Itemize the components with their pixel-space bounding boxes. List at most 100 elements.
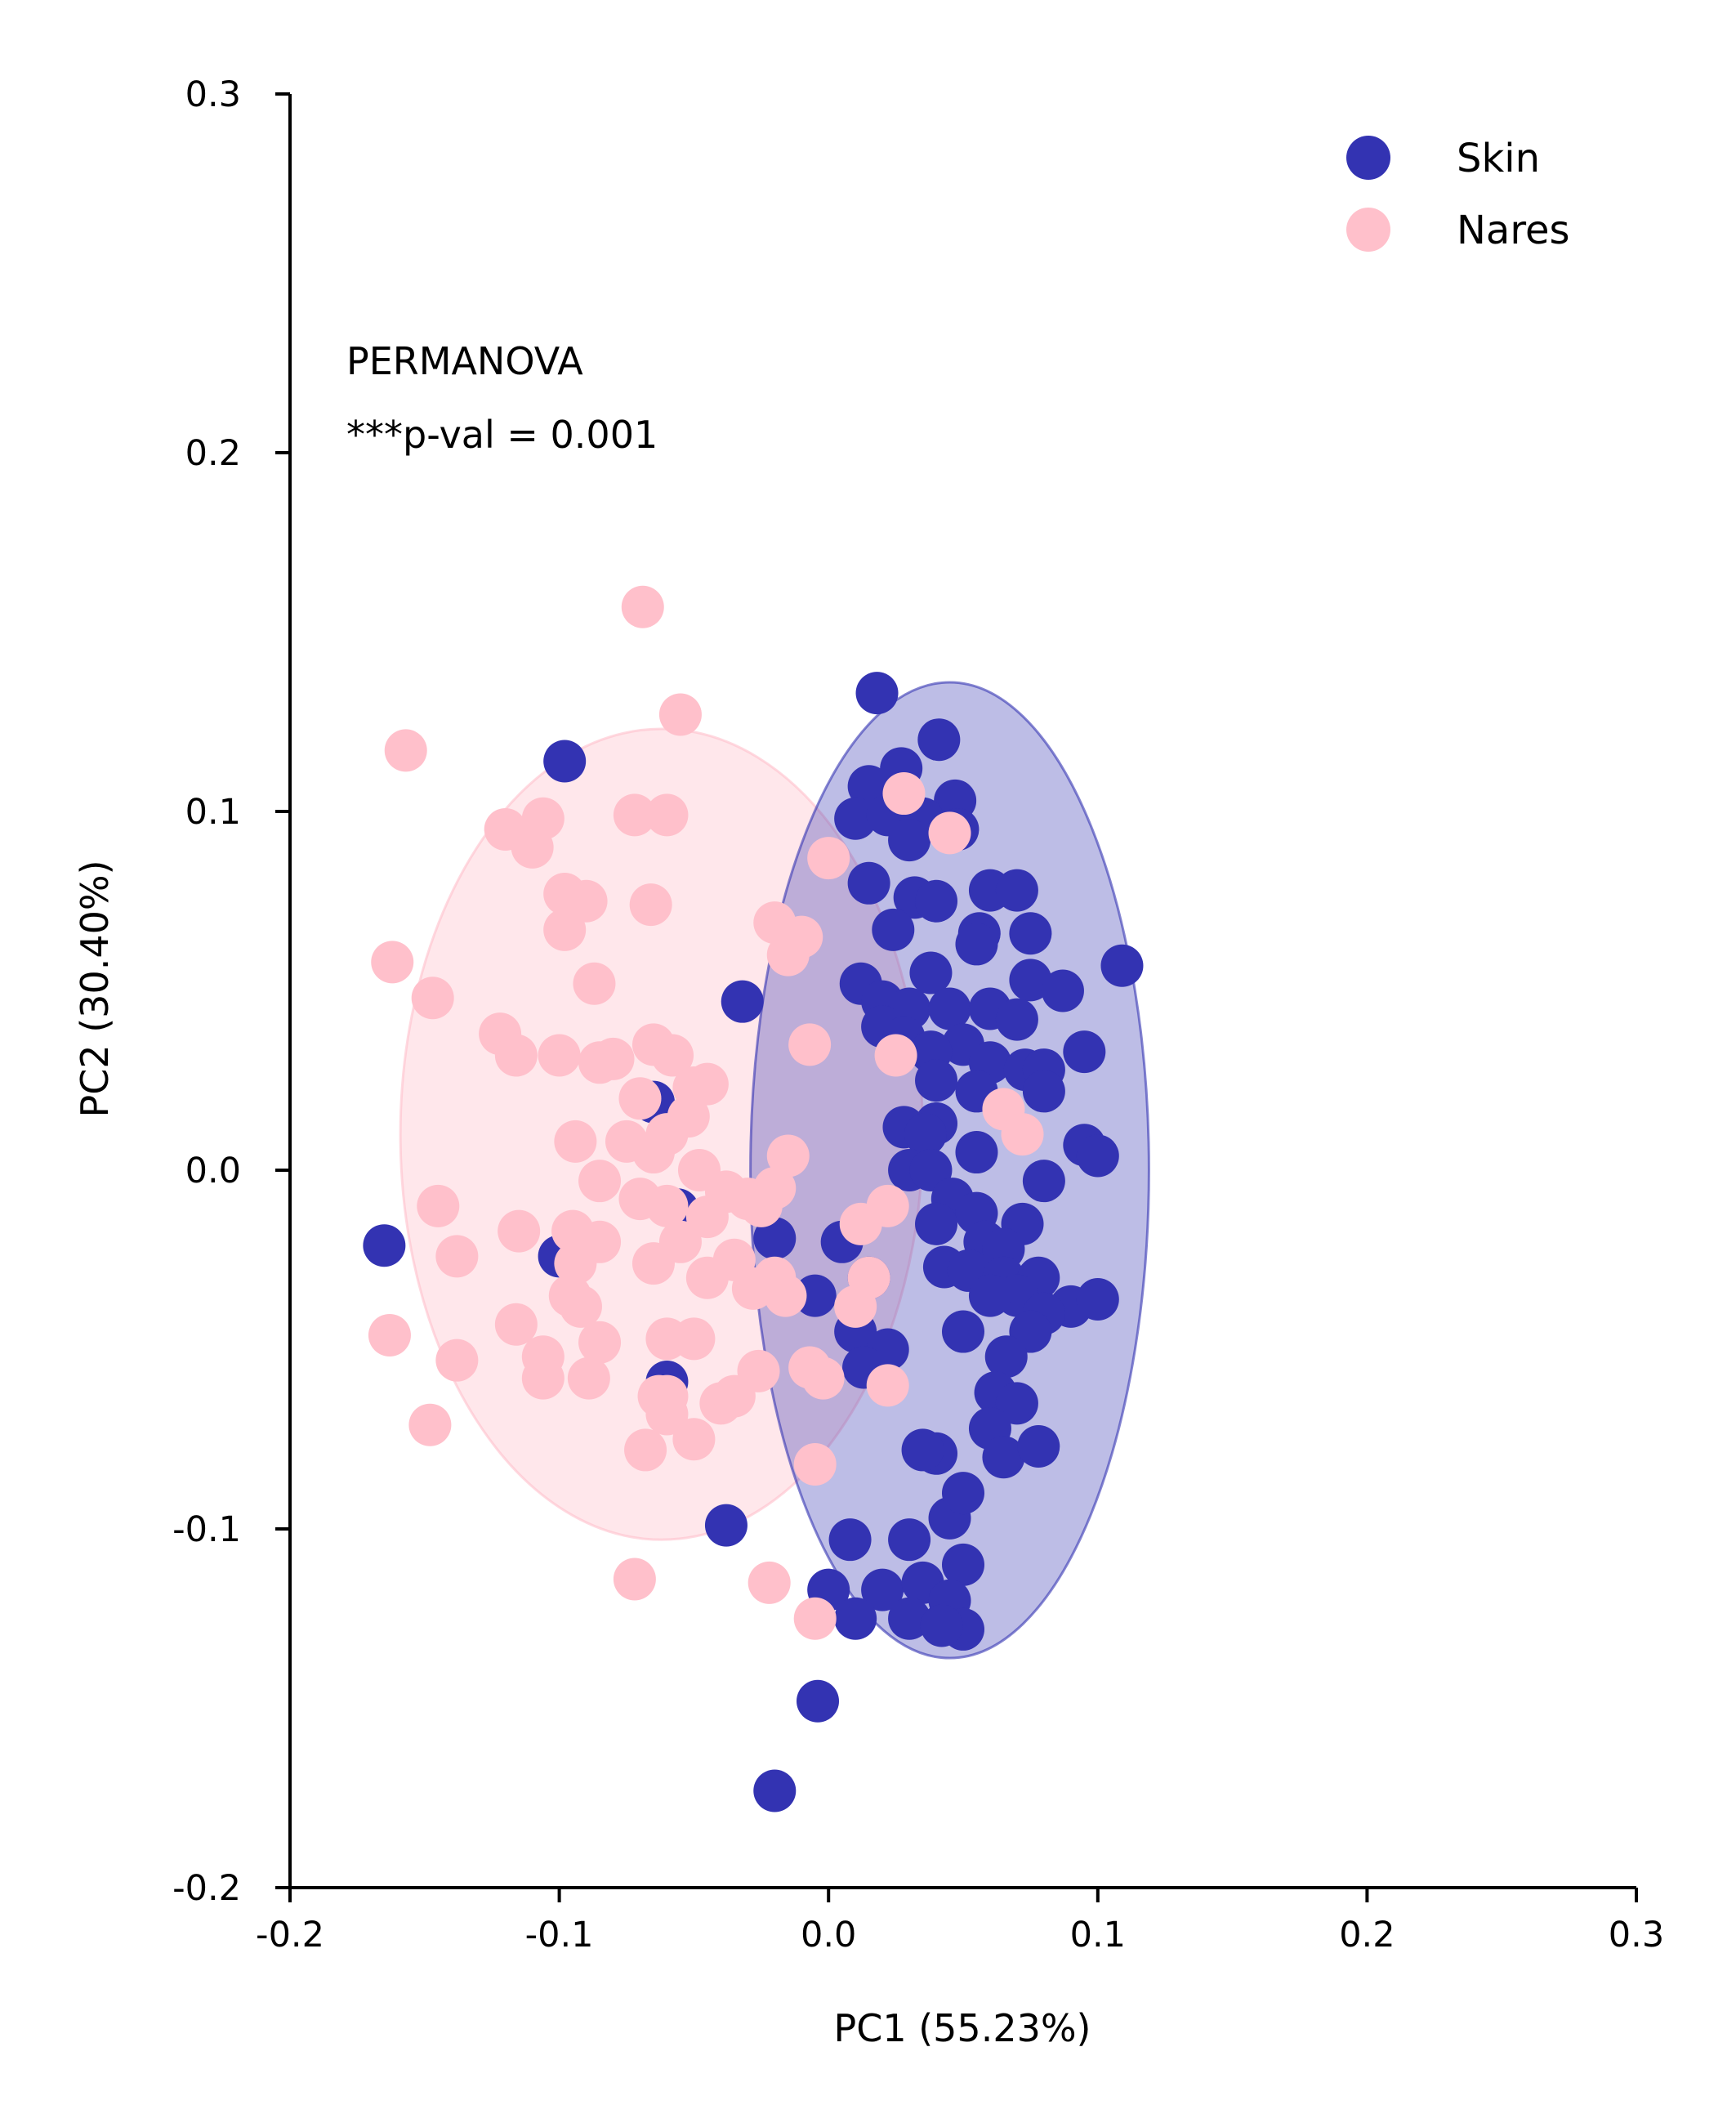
point-nares	[801, 1356, 845, 1400]
point-skin	[920, 1604, 963, 1647]
point-skin	[872, 908, 915, 951]
point-nares	[494, 1034, 538, 1077]
point-nares	[658, 1220, 702, 1263]
point-nares	[435, 1235, 479, 1278]
y-ticks: -0.2 -0.1 0.0 0.1 0.2 0.3	[172, 74, 290, 1909]
x-tick-label: 0.2	[1339, 1915, 1395, 1955]
point-skin	[901, 1428, 944, 1472]
x-ticks: -0.2 -0.1 0.0 0.1 0.2 0.3	[256, 1888, 1664, 1955]
point-skin	[942, 1472, 984, 1515]
point-nares	[511, 825, 554, 869]
x-tick-label: 0.3	[1609, 1915, 1664, 1955]
point-nares	[554, 1242, 597, 1285]
point-skin	[955, 923, 998, 966]
point-nares	[629, 883, 672, 927]
point-nares	[408, 1403, 452, 1446]
point-nares	[618, 1077, 662, 1120]
point-nares	[672, 1418, 716, 1461]
point-nares	[788, 1023, 832, 1066]
point-skin	[915, 1202, 958, 1245]
point-skin	[363, 1224, 406, 1267]
point-skin	[753, 1217, 797, 1260]
point-nares	[1001, 1113, 1044, 1156]
point-skin	[917, 718, 961, 762]
point-nares	[847, 1256, 890, 1299]
point-skin	[1022, 1160, 1065, 1203]
point-skin	[904, 1113, 947, 1156]
point-skin	[834, 797, 877, 840]
point-nares	[882, 772, 926, 816]
point-skin	[888, 1518, 931, 1562]
point-nares	[494, 1303, 538, 1346]
point-nares	[368, 1313, 411, 1356]
point-skin	[1076, 1278, 1119, 1321]
legend-marker-nares	[1346, 208, 1390, 252]
point-nares	[371, 941, 414, 984]
point-nares	[498, 1209, 541, 1253]
point-nares	[685, 1062, 729, 1106]
data-points	[363, 585, 1144, 1812]
point-nares	[866, 1364, 909, 1407]
point-skin	[942, 1543, 984, 1586]
point-skin	[955, 1131, 998, 1174]
point-skin	[968, 1274, 1011, 1317]
legend-label-nares: Nares	[1457, 208, 1570, 253]
x-tick-label: -0.1	[525, 1915, 594, 1955]
point-nares	[435, 1339, 479, 1382]
point-nares	[567, 1356, 610, 1400]
y-tick-label: 0.3	[185, 74, 241, 115]
point-nares	[631, 1131, 675, 1174]
y-tick-label: -0.2	[172, 1868, 241, 1909]
point-nares	[645, 793, 689, 837]
point-nares	[651, 1034, 694, 1077]
point-nares	[538, 1034, 581, 1077]
point-nares	[613, 1558, 656, 1601]
legend: Skin Nares	[1346, 136, 1570, 253]
y-tick-label: 0.1	[185, 792, 241, 833]
point-skin	[995, 1382, 1038, 1425]
point-skin	[847, 861, 890, 905]
point-nares	[645, 1374, 689, 1418]
point-skin	[995, 998, 1038, 1041]
point-skin	[834, 1597, 877, 1640]
point-nares	[748, 1561, 791, 1604]
x-tick-label: 0.1	[1070, 1915, 1126, 1955]
point-nares	[521, 1356, 565, 1400]
point-skin	[1009, 959, 1052, 1002]
point-nares	[613, 793, 656, 837]
point-skin	[861, 1568, 904, 1611]
point-nares	[645, 1184, 689, 1227]
point-nares	[764, 1274, 807, 1317]
point-skin	[1100, 944, 1144, 987]
permanova-label: PERMANOVA	[346, 339, 583, 383]
x-tick-label: -0.2	[256, 1915, 324, 1955]
point-nares	[591, 1037, 635, 1080]
point-nares	[793, 1442, 837, 1486]
point-nares	[807, 837, 850, 880]
point-nares	[417, 1184, 460, 1227]
point-skin	[928, 987, 971, 1030]
point-skin	[915, 1059, 958, 1102]
point-nares	[874, 1034, 917, 1077]
y-axis-label: PC2 (30.40%)	[73, 860, 117, 1117]
point-skin	[942, 1310, 984, 1353]
point-skin	[1063, 1030, 1106, 1074]
point-skin	[1022, 1070, 1065, 1113]
point-skin	[753, 1769, 797, 1812]
legend-label-skin: Skin	[1457, 136, 1540, 181]
point-nares	[384, 729, 427, 772]
point-skin	[909, 951, 953, 994]
point-nares	[624, 1428, 667, 1472]
y-tick-label: 0.2	[185, 433, 241, 474]
point-nares	[578, 1160, 622, 1203]
x-tick-label: 0.0	[801, 1915, 856, 1955]
point-skin	[543, 740, 587, 783]
point-nares	[411, 977, 454, 1020]
point-nares	[737, 1349, 780, 1392]
y-tick-label: 0.0	[185, 1151, 241, 1191]
legend-marker-skin	[1346, 136, 1390, 180]
axes: -0.2 -0.1 0.0 0.1 0.2 0.3 -0.2 -0.1 0.0 0.1 0.2 0.…	[172, 74, 1664, 1955]
point-skin	[984, 1335, 1028, 1379]
point-nares	[573, 962, 616, 1005]
